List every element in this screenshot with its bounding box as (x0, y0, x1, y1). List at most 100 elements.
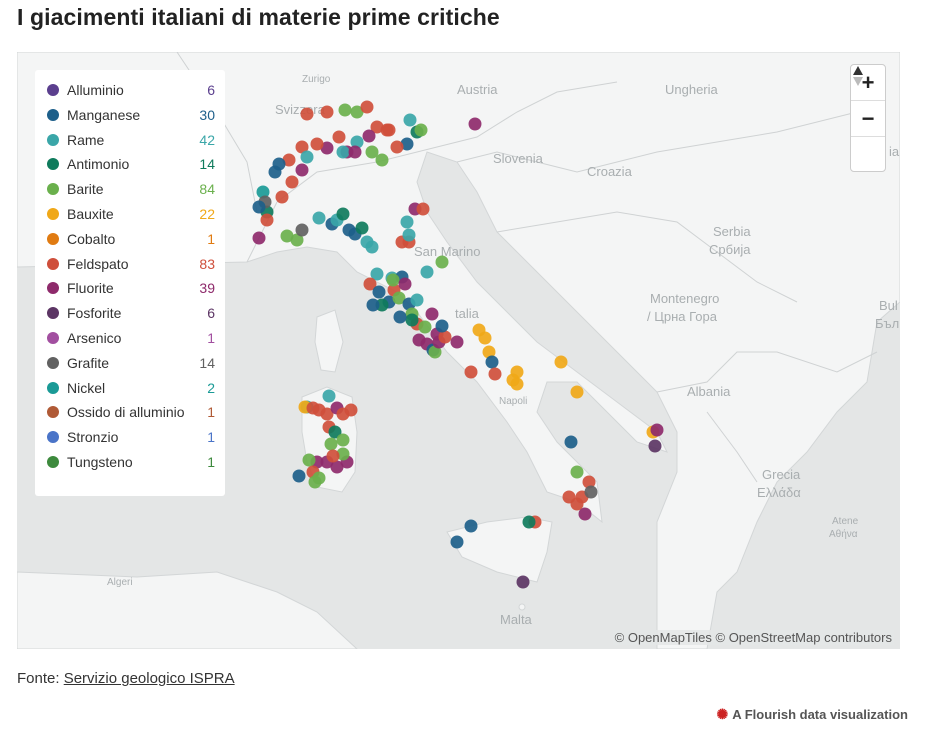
deposit-marker[interactable] (410, 293, 424, 307)
deposit-marker[interactable] (362, 129, 376, 143)
deposit-marker[interactable] (393, 310, 407, 324)
deposit-marker[interactable] (336, 447, 350, 461)
legend-item[interactable]: Cobalto 1 (47, 229, 215, 249)
legend-item[interactable]: Arsenico 1 (47, 328, 215, 348)
legend-item[interactable]: Alluminio 6 (47, 80, 215, 100)
legend-item[interactable]: Stronzio 1 (47, 427, 215, 447)
deposit-marker[interactable] (302, 453, 316, 467)
deposit-marker[interactable] (365, 145, 379, 159)
deposit-marker[interactable] (295, 163, 309, 177)
deposit-marker[interactable] (350, 135, 364, 149)
deposit-marker[interactable] (338, 103, 352, 117)
deposit-marker[interactable] (485, 355, 499, 369)
deposit-marker[interactable] (522, 515, 536, 529)
legend-item[interactable]: Feldspato 83 (47, 254, 215, 274)
deposit-marker[interactable] (554, 355, 568, 369)
deposit-marker[interactable] (260, 213, 274, 227)
deposit-marker[interactable] (375, 298, 389, 312)
deposit-marker[interactable] (292, 469, 306, 483)
deposit-marker[interactable] (403, 113, 417, 127)
deposit-marker[interactable] (268, 165, 282, 179)
deposit-marker[interactable] (428, 345, 442, 359)
deposit-marker[interactable] (392, 291, 406, 305)
deposit-marker[interactable] (326, 449, 340, 463)
deposit-marker[interactable] (363, 277, 377, 291)
deposit-marker[interactable] (425, 307, 439, 321)
source-link[interactable]: Servizio geologico ISPRA (63, 670, 235, 687)
deposit-marker[interactable] (344, 403, 358, 417)
deposit-marker[interactable] (438, 330, 452, 344)
map-canvas[interactable]: Austria Ungheria Svizzera Zurigo Sloveni… (17, 52, 900, 649)
deposit-marker[interactable] (516, 575, 530, 589)
deposit-marker[interactable] (584, 485, 598, 499)
legend-item[interactable]: Antimonio 14 (47, 154, 215, 174)
deposit-marker[interactable] (320, 105, 334, 119)
zoom-in-button[interactable]: + (851, 65, 885, 101)
deposit-marker[interactable] (324, 437, 338, 451)
deposit-marker[interactable] (400, 137, 414, 151)
legend-item[interactable]: Bauxite 22 (47, 204, 215, 224)
deposit-marker[interactable] (482, 345, 496, 359)
legend-item[interactable]: Barite 84 (47, 179, 215, 199)
legend-item[interactable]: Grafite 14 (47, 353, 215, 373)
deposit-marker[interactable] (295, 140, 309, 154)
deposit-marker[interactable] (648, 439, 662, 453)
deposit-marker[interactable] (300, 107, 314, 121)
deposit-marker[interactable] (320, 407, 334, 421)
deposit-marker[interactable] (400, 215, 414, 229)
deposit-marker[interactable] (360, 100, 374, 114)
deposit-marker[interactable] (382, 123, 396, 137)
deposit-marker[interactable] (300, 150, 314, 164)
deposit-marker[interactable] (650, 423, 664, 437)
deposit-marker[interactable] (564, 435, 578, 449)
deposit-marker[interactable] (390, 140, 404, 154)
zoom-out-button[interactable]: − (851, 101, 885, 137)
deposit-marker[interactable] (280, 229, 294, 243)
deposit-marker[interactable] (510, 377, 524, 391)
legend-item[interactable]: Manganese 30 (47, 105, 215, 125)
deposit-marker[interactable] (295, 223, 309, 237)
legend-item[interactable]: Fosforite 6 (47, 303, 215, 323)
deposit-marker[interactable] (336, 433, 350, 447)
deposit-marker[interactable] (322, 389, 336, 403)
deposit-marker[interactable] (290, 233, 304, 247)
map[interactable]: Austria Ungheria Svizzera Zurigo Sloveni… (17, 52, 900, 649)
deposit-marker[interactable] (414, 123, 428, 137)
deposit-marker[interactable] (435, 255, 449, 269)
deposit-marker[interactable] (570, 385, 584, 399)
flourish-credit[interactable]: ✺ A Flourish data visualization (716, 706, 908, 723)
deposit-marker[interactable] (336, 145, 350, 159)
deposit-marker[interactable] (348, 145, 362, 159)
legend-item[interactable]: Nickel 2 (47, 378, 215, 398)
map-attribution[interactable]: © OpenMapTiles © OpenStreetMap contribut… (612, 630, 894, 645)
legend-item[interactable]: Tungsteno 1 (47, 452, 215, 472)
deposit-marker[interactable] (330, 460, 344, 474)
deposit-marker[interactable] (510, 365, 524, 379)
deposit-marker[interactable] (372, 285, 386, 299)
deposit-marker[interactable] (252, 200, 266, 214)
deposit-marker[interactable] (468, 117, 482, 131)
deposit-marker[interactable] (328, 425, 342, 439)
deposit-marker[interactable] (370, 267, 384, 281)
deposit-marker[interactable] (336, 207, 350, 221)
deposit-marker[interactable] (416, 202, 430, 216)
deposit-marker[interactable] (578, 507, 592, 521)
deposit-marker[interactable] (365, 240, 379, 254)
deposit-marker[interactable] (420, 265, 434, 279)
deposit-marker[interactable] (366, 298, 380, 312)
deposit-marker[interactable] (488, 367, 502, 381)
deposit-marker[interactable] (375, 153, 389, 167)
deposit-marker[interactable] (450, 535, 464, 549)
deposit-marker[interactable] (275, 190, 289, 204)
deposit-marker[interactable] (405, 313, 419, 327)
deposit-marker[interactable] (478, 331, 492, 345)
deposit-marker[interactable] (256, 185, 270, 199)
deposit-marker[interactable] (350, 105, 364, 119)
deposit-marker[interactable] (418, 320, 432, 334)
deposit-marker[interactable] (312, 211, 326, 225)
deposit-marker[interactable] (386, 273, 400, 287)
reset-north-button[interactable] (851, 66, 885, 172)
deposit-marker[interactable] (285, 175, 299, 189)
deposit-marker[interactable] (570, 497, 584, 511)
deposit-marker[interactable] (570, 465, 584, 479)
